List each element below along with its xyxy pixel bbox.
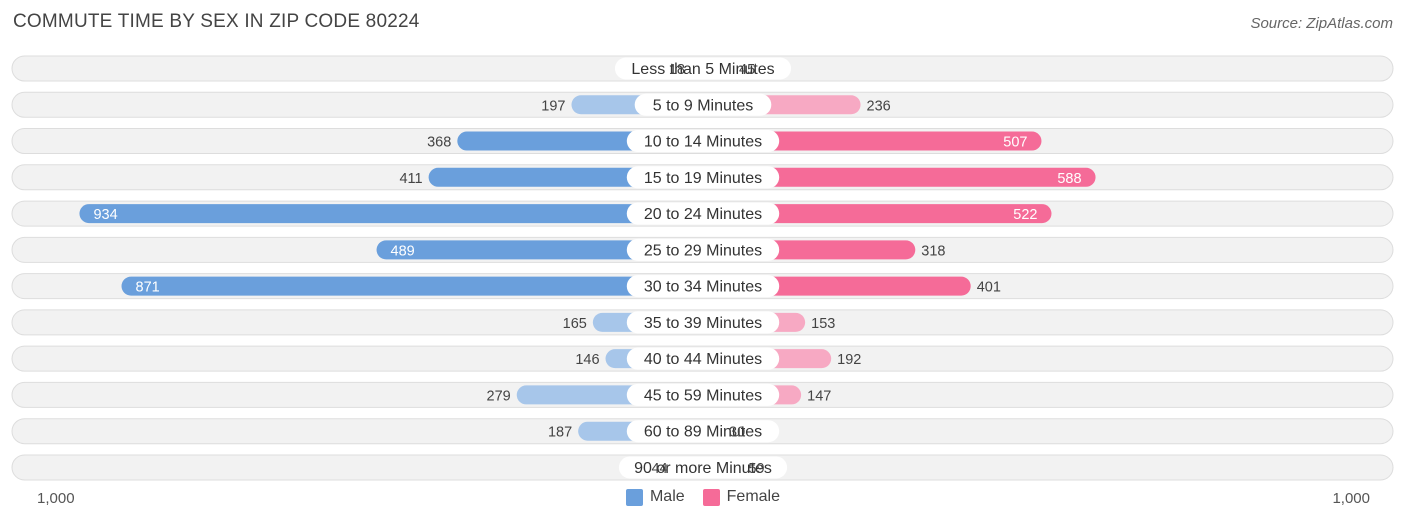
chart-row: 35 to 39 Minutes 165 153 [11,309,1394,336]
category-label: 20 to 24 Minutes [644,206,762,223]
male-value-label: 44 [651,461,667,477]
female-value-label: 318 [921,243,945,259]
female-swatch [702,488,720,506]
male-swatch [625,488,643,506]
axis-left-label: 1,000 [37,490,75,507]
female-bar [693,167,1096,187]
source-label: Source: ZipAtlas.com [1250,15,1393,32]
category-label-bg [634,93,772,116]
female-value-label: 153 [811,316,835,332]
category-label-bg [626,347,780,370]
female-value-label: 59 [748,461,764,477]
category-label: 15 to 19 Minutes [644,170,762,187]
male-value-label: 871 [136,280,160,296]
legend-male-label: Male [649,488,685,505]
female-value-label: 522 [1013,207,1037,223]
male-value-label: 18 [669,62,685,78]
chart-row: 20 to 24 Minutes 934 522 [11,200,1394,227]
male-value-label: 279 [487,388,511,404]
female-bar [693,204,1052,224]
category-label: 10 to 14 Minutes [644,134,762,151]
category-label: 45 to 59 Minutes [644,387,762,404]
female-value-label: 507 [1003,135,1027,151]
male-value-label: 489 [391,243,415,259]
chart-title: COMMUTE TIME BY SEX IN ZIP CODE 80224 [13,11,420,32]
male-value-label: 368 [427,135,451,151]
chart-row: 45 to 59 Minutes 279 147 [11,381,1394,408]
male-value-label: 187 [548,425,572,441]
chart-row: 5 to 9 Minutes 197 236 [11,91,1394,118]
category-label-bg [618,456,788,479]
chart-row: 15 to 19 Minutes 411 588 [11,164,1394,191]
female-value-label: 236 [867,98,891,114]
chart-row: 10 to 14 Minutes 368 507 [11,128,1394,155]
chart-row: 30 to 34 Minutes 871 401 [11,273,1394,300]
category-label: 25 to 29 Minutes [644,242,762,259]
category-label-bg [626,130,780,153]
category-label: 40 to 44 Minutes [644,351,762,368]
female-value-label: 401 [977,280,1001,296]
category-label: 35 to 39 Minutes [644,315,762,332]
chart-row: 60 to 89 Minutes 187 30 [11,418,1394,445]
male-value-label: 197 [541,98,565,114]
category-label-bg [626,383,780,406]
chart-row: 40 to 44 Minutes 146 192 [11,345,1394,372]
female-value-label: 588 [1057,171,1081,187]
category-label-bg [626,166,780,189]
male-value-label: 934 [93,207,117,223]
female-value-label: 45 [739,62,755,78]
legend: Male Female [0,488,1406,506]
chart-row: 25 to 29 Minutes 489 318 [11,236,1394,263]
category-label-bg [614,57,792,80]
male-value-label: 411 [399,171,422,187]
category-label: Less than 5 Minutes [631,61,774,78]
female-value-label: 192 [837,352,861,368]
male-value-label: 146 [575,352,599,368]
category-label-bg [626,275,780,298]
category-label: 90 or more Minutes [634,460,772,477]
male-bar [79,204,713,224]
category-label-bg [626,420,780,443]
category-label-bg [626,238,780,261]
male-value-label: 165 [563,316,587,332]
female-bar [693,131,1042,151]
category-label: 60 to 89 Minutes [644,424,762,441]
category-label: 5 to 9 Minutes [653,97,754,114]
female-value-label: 147 [807,388,831,404]
axis-right-label: 1,000 [1332,490,1370,507]
legend-female-label: Female [726,488,781,505]
legend-item-female: Female [702,488,781,506]
category-label-bg [626,202,780,225]
legend-item-male: Male [625,488,685,506]
category-label-bg [626,311,780,334]
male-bar [121,276,714,296]
female-value-label: 30 [729,425,745,441]
category-label: 30 to 34 Minutes [644,279,762,296]
